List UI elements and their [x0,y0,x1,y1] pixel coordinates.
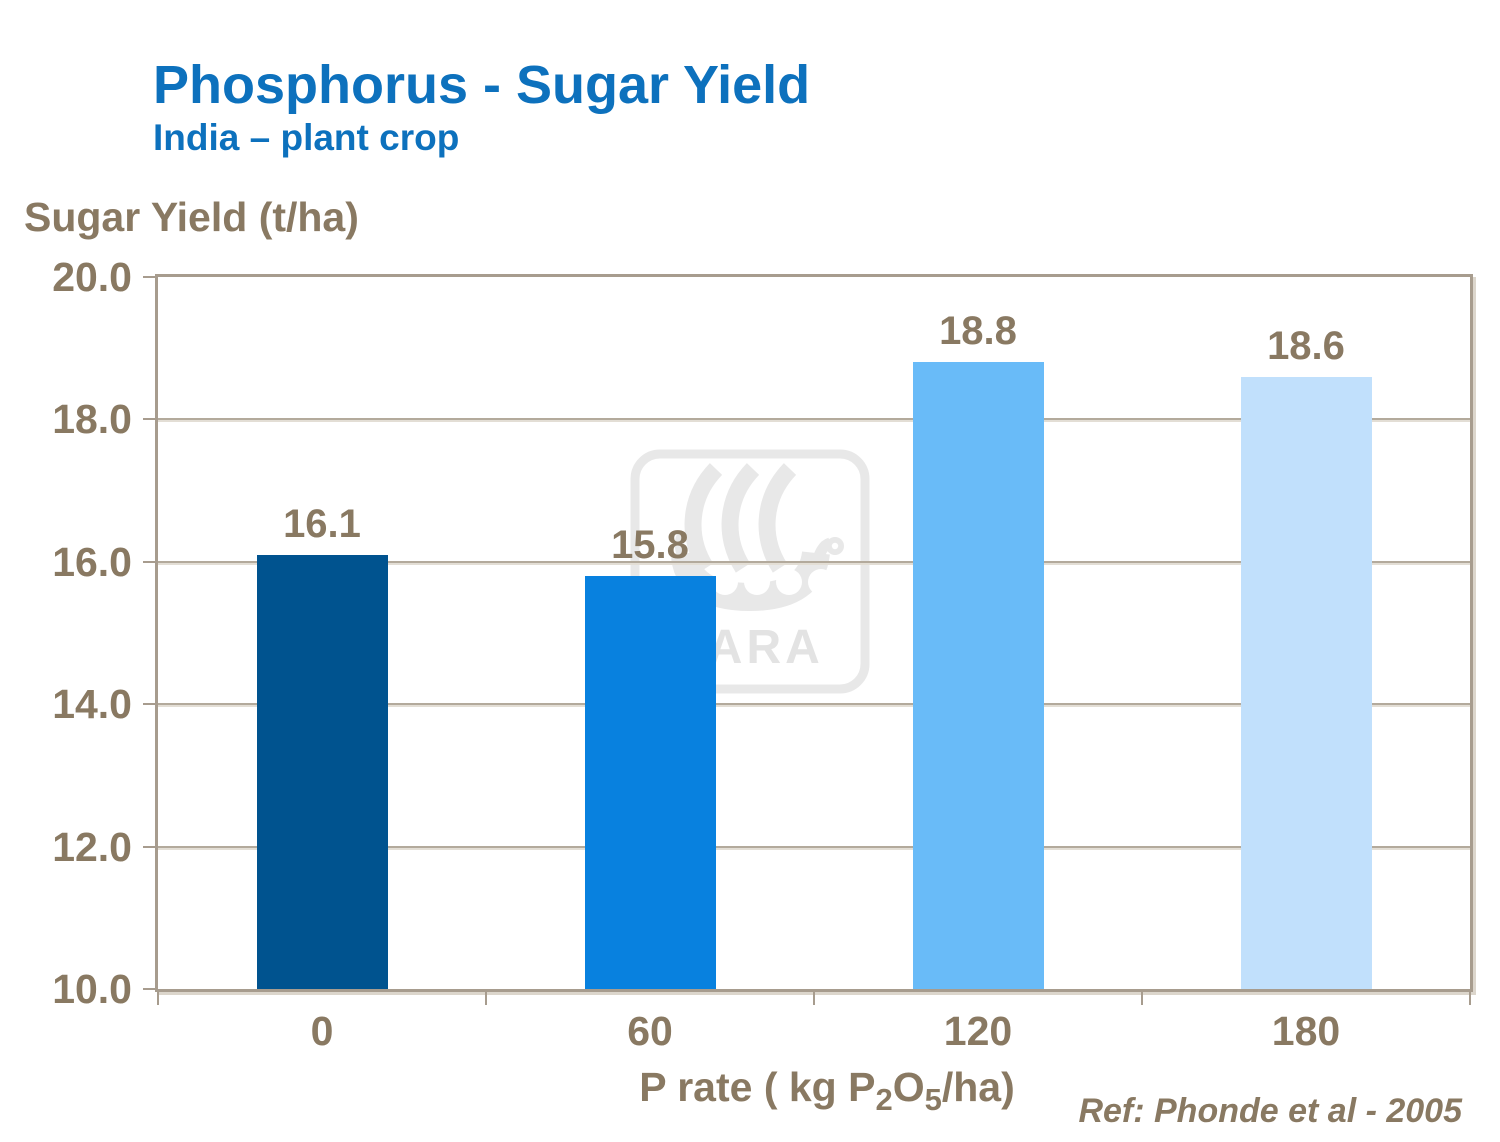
plot-area: YARA 16.1 15.8 18.8 18.6 [143,276,1471,1005]
y-tick-label: 20.0 [52,254,132,300]
y-axis-tick [143,560,155,563]
y-tick-label: 14.0 [52,681,132,728]
shield [808,569,834,595]
shield [776,569,802,595]
x-tick-label: 180 [1271,1008,1341,1054]
watermark-frame [630,449,870,694]
yara-logo-watermark: YARA [630,449,870,694]
subscript-5: 5 [924,1082,942,1118]
y-axis-tick [143,418,155,421]
bar-value-label: 18.8 [939,309,1017,354]
bar-value-label: 15.8 [611,523,689,568]
bar-value-label: 16.1 [283,501,361,546]
x-tick-label: 120 [943,1008,1013,1054]
bar-120 [912,362,1044,989]
x-axis-tick [157,992,159,1005]
y-axis-title: Sugar Yield (t/ha) [24,194,359,240]
page-subtitle: India – plant crop [153,117,460,158]
y-tick-label: 16.0 [52,538,132,585]
bar-0 [256,554,388,989]
bar-60 [584,576,716,989]
y-axis-tick [143,845,155,848]
subscript-2: 2 [875,1082,893,1118]
page-title: Phosphorus - Sugar Yield [153,55,811,115]
y-tick-label: 10.0 [52,966,132,1012]
x-axis-tick [485,992,487,1005]
reference-text: Ref: Phonde et al - 2005 [1078,1092,1462,1130]
gridline [158,418,1470,421]
y-axis-tick [143,703,155,706]
y-tick-label: 12.0 [52,823,132,870]
bar-value-label: 18.6 [1267,323,1345,368]
x-tick-label: 60 [627,1008,673,1054]
y-axis-tick [143,988,155,990]
x-axis-tick [813,992,815,1005]
y-tick-label: 18.0 [52,396,132,443]
bar-180 [1240,376,1372,989]
shield [712,569,738,595]
x-axis-title-text: P rate ( kg P [639,1064,876,1110]
gridline [158,845,1470,848]
x-axis-title: P rate ( kg P2O5/ha) [639,1064,1015,1118]
x-axis-tick [1141,992,1143,1005]
viking-ship-icon [671,463,833,612]
shield [744,569,770,595]
gridline [158,560,1470,563]
x-tick-label: 0 [310,1008,334,1054]
y-axis-tick [143,276,155,278]
x-axis-tick [1469,992,1471,1005]
gridline [158,703,1470,706]
